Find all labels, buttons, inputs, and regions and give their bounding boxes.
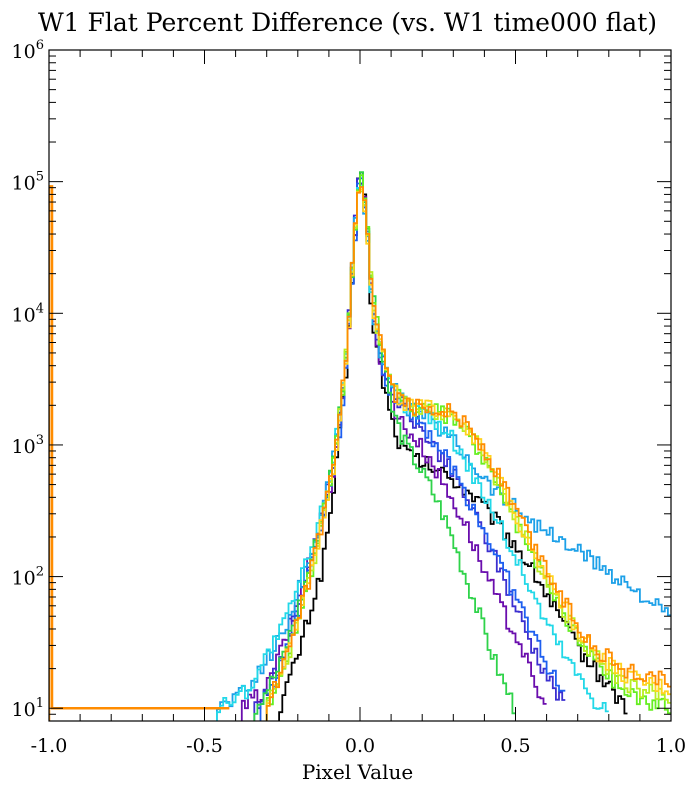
series-line-8 xyxy=(265,174,671,721)
series-line-10 xyxy=(265,188,671,721)
edge-spike xyxy=(49,185,230,721)
chart-title: W1 Flat Percent Difference (vs. W1 time0… xyxy=(37,8,658,37)
x-tick-label: 1.0 xyxy=(656,735,686,757)
y-tick-label: 104 xyxy=(12,301,44,326)
x-tick-label: 0.5 xyxy=(500,735,530,757)
series-layer xyxy=(49,171,671,721)
series-line-11 xyxy=(265,186,671,721)
series-line-7 xyxy=(253,171,516,721)
plot-frame xyxy=(48,49,672,722)
y-tick-label: 106 xyxy=(12,38,44,63)
y-tick-labels: 101 102 103 104 105 106 xyxy=(12,38,44,721)
x-tick-label: -1.0 xyxy=(31,735,68,757)
ticks-layer xyxy=(48,49,672,722)
y-tick-label: 102 xyxy=(12,565,44,590)
y-tick-label: 105 xyxy=(12,170,44,195)
x-axis-label: Pixel Value xyxy=(301,760,414,784)
x-tick-labels: -1.0 -0.5 0.0 0.5 1.0 xyxy=(31,735,686,757)
series-line-2 xyxy=(240,182,547,721)
y-tick-label: 101 xyxy=(12,696,44,721)
y-tick-label: 103 xyxy=(12,433,44,458)
x-tick-label: -0.5 xyxy=(186,735,223,757)
x-tick-label: 0.0 xyxy=(345,735,375,757)
